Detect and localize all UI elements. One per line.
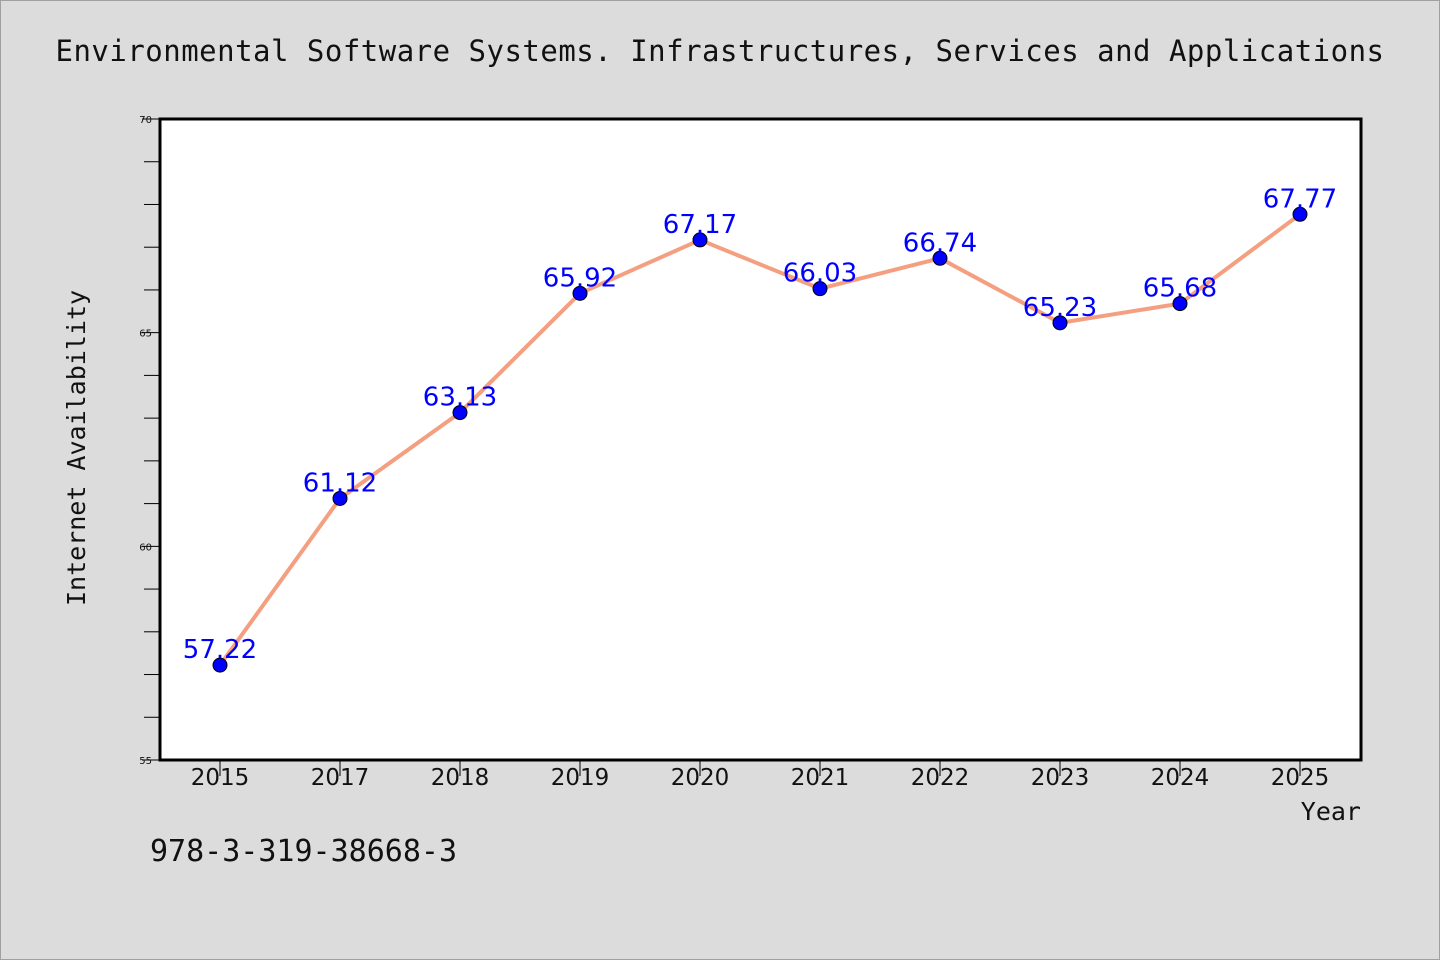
- data-label: 67.17: [663, 210, 737, 240]
- y-tick-label: 70: [139, 115, 152, 126]
- plot-area: [158, 117, 1363, 762]
- data-point: [332, 490, 348, 506]
- x-tick-label: 2024: [1151, 765, 1210, 791]
- y-tick-label: 65: [139, 329, 152, 340]
- data-point: [812, 281, 828, 297]
- data-label: 65.92: [543, 263, 617, 293]
- y-tick-label: 55: [139, 756, 152, 767]
- data-label: 57.22: [183, 635, 257, 665]
- data-label: 63.13: [423, 383, 497, 413]
- data-point: [1292, 206, 1308, 222]
- x-tick-label: 2022: [911, 765, 970, 791]
- data-point: [932, 250, 948, 266]
- x-tick-label: 2019: [551, 765, 610, 791]
- x-tick-label: 2021: [791, 765, 850, 791]
- data-label: 65.68: [1143, 274, 1217, 304]
- x-tick-label: 2015: [191, 765, 250, 791]
- data-label: 65.23: [1023, 293, 1097, 323]
- x-tick-label: 2025: [1271, 765, 1330, 791]
- data-label: 67.77: [1263, 184, 1337, 214]
- data-label: 66.74: [903, 228, 977, 258]
- x-tick-label: 2020: [671, 765, 730, 791]
- data-point: [572, 285, 588, 301]
- data-point: [692, 232, 708, 248]
- x-tick-label: 2017: [311, 765, 370, 791]
- data-point: [212, 657, 228, 673]
- x-tick-label: 2023: [1031, 765, 1090, 791]
- data-point: [452, 405, 468, 421]
- y-tick-label: 60: [139, 542, 152, 553]
- chart-title: Environmental Software Systems. Infrastr…: [55, 34, 1385, 68]
- data-point: [1052, 315, 1068, 331]
- data-point: [1172, 296, 1188, 312]
- data-label: 61.12: [303, 468, 377, 498]
- data-label: 66.03: [783, 259, 857, 289]
- isbn-text: 978-3-319-38668-3: [150, 834, 458, 869]
- x-axis-title: Year: [1301, 797, 1361, 826]
- x-tick-label: 2018: [431, 765, 490, 791]
- y-axis-title: Internet Availability: [62, 290, 91, 606]
- series-line: [218, 212, 1302, 667]
